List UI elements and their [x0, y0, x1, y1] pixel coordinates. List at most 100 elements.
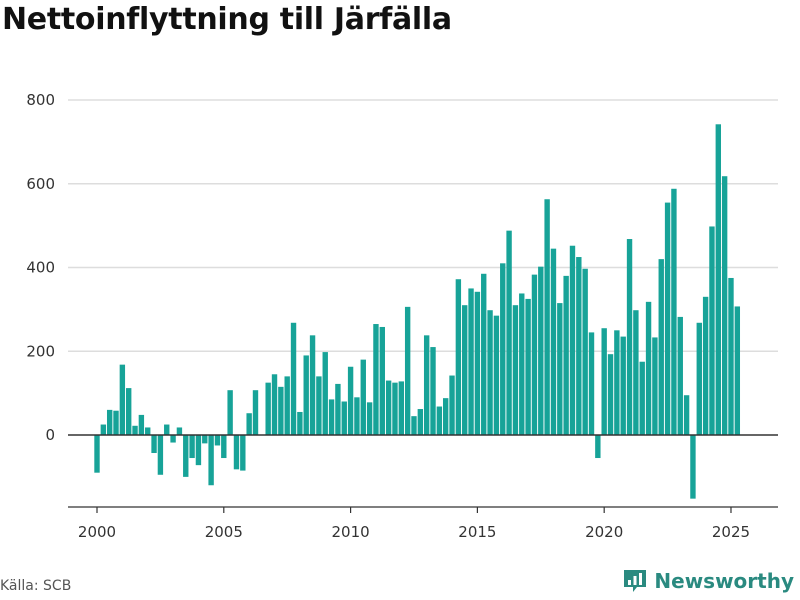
bar: [626, 239, 633, 435]
bar: [544, 199, 550, 435]
bar: [265, 382, 271, 435]
bar: [100, 424, 107, 435]
chart-title: Nettoinflyttning till Järfälla: [2, 2, 452, 37]
bar: [500, 263, 506, 435]
bar: [423, 335, 430, 435]
bar: [487, 310, 493, 435]
bar: [164, 424, 170, 435]
bar: [385, 380, 392, 435]
bar: [690, 435, 696, 499]
bar: [677, 316, 683, 435]
bar: [202, 435, 208, 444]
bar: [569, 245, 576, 435]
newsworthy-logo-icon: [624, 570, 647, 592]
bar: [449, 375, 455, 435]
bar: [252, 390, 259, 435]
y-tick-label: 200: [26, 342, 55, 360]
bar: [195, 435, 202, 466]
bar: [309, 335, 316, 435]
bar: [113, 410, 119, 435]
bar: [607, 354, 614, 435]
x-tick-label: 2025: [712, 523, 750, 541]
bar: [601, 328, 607, 435]
bar: [392, 382, 398, 435]
bar: [474, 291, 481, 435]
bar: [531, 274, 538, 435]
bar: [208, 435, 214, 486]
bar: [221, 435, 227, 459]
bar: [721, 176, 728, 435]
bar: [126, 388, 132, 435]
bar: [189, 435, 195, 459]
bar: [341, 401, 347, 435]
bar: [132, 425, 138, 435]
bar: [240, 435, 246, 471]
bar: [398, 381, 405, 435]
bar: [233, 435, 240, 470]
y-tick-label: 0: [45, 426, 55, 444]
bar: [366, 402, 373, 435]
bar: [373, 324, 379, 435]
brand-logo[interactable]: Newsworthy: [622, 568, 794, 594]
bar: [354, 397, 360, 435]
bar: [702, 296, 709, 435]
bar: [671, 188, 677, 435]
bar: [417, 409, 424, 435]
bar: [360, 359, 366, 435]
bar: [138, 414, 145, 435]
bar: [455, 279, 462, 435]
bar: [538, 266, 544, 435]
bar: [316, 376, 322, 435]
bar: [227, 390, 233, 435]
bar: [709, 226, 715, 435]
bar: [157, 435, 164, 475]
y-tick-label: 800: [26, 91, 55, 109]
bar: [645, 301, 652, 435]
bar: [519, 293, 525, 435]
bar: [658, 259, 664, 435]
source-note: Källa: SCB: [0, 578, 72, 594]
y-tick-label: 600: [26, 175, 55, 193]
bar: [652, 337, 658, 435]
bar: [557, 303, 563, 435]
bar: [493, 315, 500, 435]
bar-chart: 0 200 400 600 800 2000 2005 2010 2015 2020 2025: [26, 91, 778, 541]
bar: [442, 398, 449, 435]
bar: [411, 416, 417, 435]
x-tick-label: 2020: [585, 523, 623, 541]
bar: [404, 306, 411, 435]
bar: [170, 435, 176, 443]
x-tick-label: 2010: [331, 523, 369, 541]
x-tick-label: 2000: [78, 523, 116, 541]
bar: [481, 273, 487, 435]
bar: [633, 310, 639, 435]
bar: [322, 352, 328, 435]
bar: [145, 427, 151, 435]
bar: [430, 347, 436, 435]
bar: [582, 268, 588, 435]
bar: [563, 275, 569, 435]
bar: [614, 330, 620, 435]
bar: [462, 305, 468, 435]
bar: [214, 435, 221, 446]
brand-name: Newsworthy: [654, 569, 794, 593]
bar: [271, 374, 278, 435]
bar: [664, 202, 671, 435]
bar: [303, 355, 309, 435]
bar: [328, 399, 335, 435]
bar: [106, 409, 113, 435]
bar: [290, 322, 297, 435]
bar: [715, 124, 721, 435]
bar: [576, 257, 582, 435]
bar: [620, 336, 626, 435]
y-tick-label: 400: [26, 259, 55, 277]
axis-layer: 0 200 400 600 800 2000 2005 2010 2015 2020 2025: [26, 91, 778, 541]
bar: [550, 248, 557, 435]
bar: [734, 306, 741, 435]
bar: [284, 376, 290, 435]
bar: [297, 411, 303, 435]
bar: [506, 230, 512, 435]
bar: [176, 427, 183, 435]
bar: [94, 435, 100, 473]
bar-layer: [94, 124, 741, 499]
